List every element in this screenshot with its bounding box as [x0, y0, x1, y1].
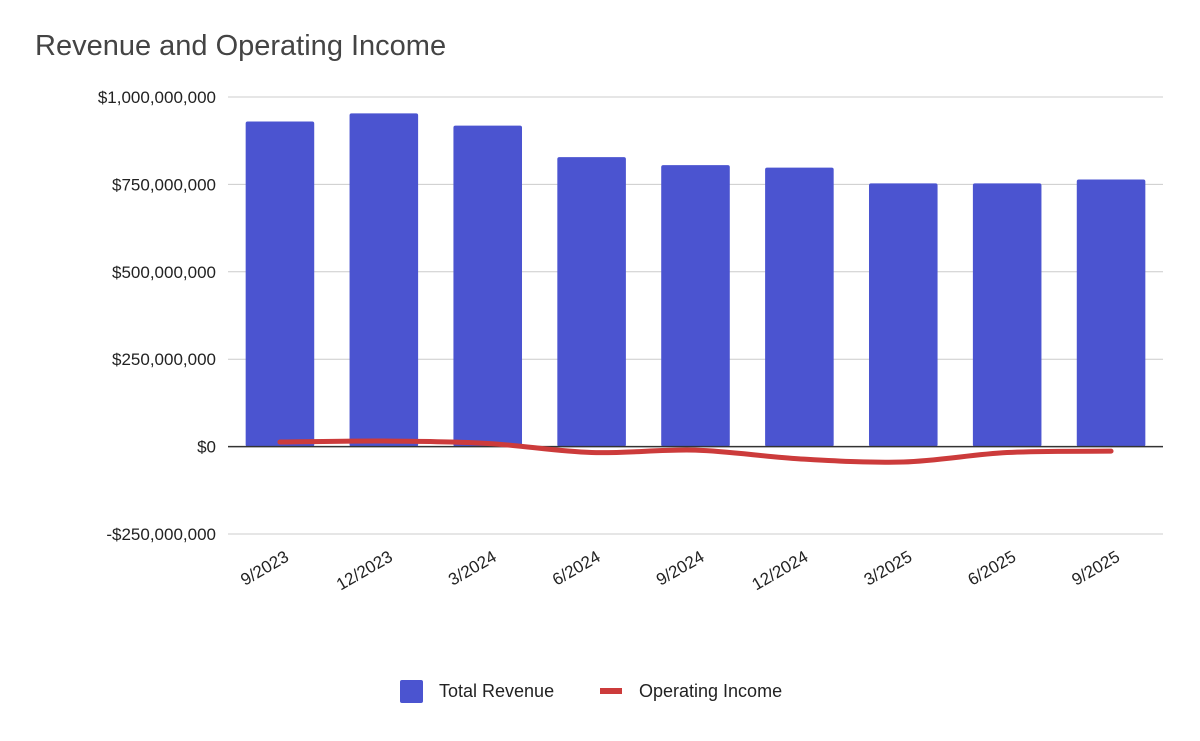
x-tick-label: 9/2024	[653, 547, 708, 589]
legend-swatch-total-revenue	[400, 680, 423, 703]
legend-label-total-revenue: Total Revenue	[439, 681, 554, 701]
revenue-bar	[453, 125, 523, 447]
revenue-bar	[765, 167, 834, 447]
x-tick-label: 3/2024	[445, 547, 500, 589]
y-tick-label: $750,000,000	[112, 175, 216, 194]
y-tick-label: $500,000,000	[112, 263, 216, 282]
y-tick-label: -$250,000,000	[106, 525, 216, 544]
x-tick-label: 3/2025	[861, 547, 916, 589]
y-tick-label: $250,000,000	[112, 350, 216, 369]
y-tick-label: $0	[197, 438, 216, 457]
legend: Total Revenue Operating Income	[400, 680, 782, 703]
x-tick-label: 9/2023	[237, 547, 292, 589]
x-tick-label: 6/2024	[549, 547, 604, 589]
revenue-bar	[661, 165, 730, 447]
revenue-bar	[868, 183, 938, 447]
revenue-bars	[245, 113, 1146, 447]
legend-label-operating-income: Operating Income	[639, 681, 782, 701]
x-axis-tick-labels: 9/2023 12/2023 3/2024 6/2024 9/2024 12/2024 3/…	[237, 547, 1123, 594]
y-tick-label: $1,000,000,000	[98, 88, 216, 107]
revenue-bar	[557, 157, 626, 447]
revenue-bar	[349, 113, 419, 447]
x-tick-label: 12/2024	[749, 547, 812, 594]
revenue-bar	[1076, 179, 1146, 447]
x-tick-label: 9/2025	[1069, 547, 1124, 589]
y-axis-tick-labels: -$250,000,000 $0 $250,000,000 $500,000,000 $…	[98, 88, 216, 544]
x-tick-label: 6/2025	[965, 547, 1020, 589]
revenue-bar	[972, 183, 1042, 447]
x-tick-label: 12/2023	[333, 547, 396, 594]
revenue-bar	[245, 121, 315, 447]
operating-income-line	[277, 438, 1114, 465]
chart-title: Revenue and Operating Income	[35, 30, 447, 62]
